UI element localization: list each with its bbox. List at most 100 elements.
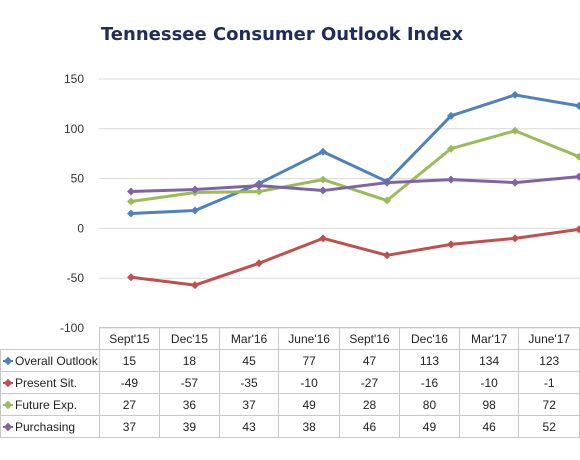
data-label: 37 xyxy=(218,393,280,416)
legend-label: Purchasing xyxy=(15,419,76,434)
legend-label: Present Sit. xyxy=(15,375,78,390)
data-label: 36 xyxy=(159,393,220,416)
data-table: Sept'15 Dec'15 Mar'16 June'16 Sept'16 Dec'16 M… xyxy=(0,327,580,438)
data-label: 46 xyxy=(458,415,520,438)
data-label: -10 xyxy=(278,371,340,394)
data-label: 38 xyxy=(278,415,340,438)
data-label: 47 xyxy=(338,349,401,372)
data-label: 72 xyxy=(518,393,580,416)
table-corner xyxy=(0,327,100,350)
data-label: 28 xyxy=(338,393,401,416)
data-point xyxy=(447,144,455,153)
series-purchasing xyxy=(127,172,580,196)
table-row: Future Exp. 27 36 37 49 28 80 98 72 xyxy=(0,393,580,416)
data-label: 123 xyxy=(518,349,580,372)
series-overall-outlook xyxy=(127,90,580,218)
data-point xyxy=(255,187,263,196)
y-tick-label: 150 xyxy=(64,72,84,86)
data-label: 113 xyxy=(399,349,460,372)
legend-entry-overall-outlook: Overall Outlook xyxy=(0,349,100,372)
data-point xyxy=(447,240,455,249)
data-label: 80 xyxy=(399,393,460,416)
data-label: 49 xyxy=(278,393,340,416)
data-point xyxy=(319,175,327,184)
data-label: 77 xyxy=(278,349,340,372)
data-label: -16 xyxy=(399,371,460,394)
data-label: -35 xyxy=(218,371,280,394)
legend-label: Overall Outlook xyxy=(15,353,98,368)
data-point xyxy=(447,111,455,120)
legend-key-icon xyxy=(3,360,13,363)
series-line-purchasing xyxy=(130,175,580,194)
series-present-sit xyxy=(127,225,580,290)
data-point xyxy=(575,152,580,161)
y-tick-label: 50 xyxy=(71,172,85,186)
data-point xyxy=(319,186,327,195)
data-label: 134 xyxy=(458,349,520,372)
y-tick-label: 100 xyxy=(64,122,84,136)
series-lines xyxy=(127,90,580,290)
data-point xyxy=(383,251,391,260)
data-label: -57 xyxy=(159,371,220,394)
series-line-future-exp xyxy=(130,129,580,203)
data-point xyxy=(575,172,580,181)
x-tick-label: Mar'16 xyxy=(218,327,280,350)
x-tick-label: June'17 xyxy=(518,327,580,350)
x-tick-label: Sept'15 xyxy=(98,327,161,350)
legend-key-icon xyxy=(3,382,13,385)
data-point xyxy=(127,187,135,196)
data-label: -27 xyxy=(338,371,401,394)
x-tick-label: Mar'17 xyxy=(458,327,520,350)
table-row: Present Sit. -49 -57 -35 -10 -27 -16 -10 -1 xyxy=(0,371,580,394)
y-tick-label: 0 xyxy=(77,221,84,235)
data-label: -49 xyxy=(98,371,161,394)
gridlines xyxy=(99,78,580,329)
data-label: 45 xyxy=(218,349,280,372)
y-tick-label: -50 xyxy=(67,271,85,285)
data-point xyxy=(127,209,135,218)
legend-key-icon xyxy=(3,426,13,429)
data-label: 15 xyxy=(98,349,161,372)
legend-label: Future Exp. xyxy=(15,397,78,412)
data-label: 39 xyxy=(159,415,220,438)
data-point xyxy=(447,175,455,184)
legend-key-icon xyxy=(3,404,13,407)
data-point xyxy=(511,178,519,187)
legend-entry-purchasing: Purchasing xyxy=(0,415,100,438)
data-label: 98 xyxy=(458,393,520,416)
data-point xyxy=(255,181,263,190)
data-label: 43 xyxy=(218,415,280,438)
x-tick-label: Dec'15 xyxy=(159,327,220,350)
series-line-present-sit xyxy=(130,227,580,287)
data-point xyxy=(383,178,391,187)
data-point xyxy=(575,225,580,234)
x-tick-label: Dec'16 xyxy=(399,327,460,350)
data-point xyxy=(383,196,391,205)
legend-entry-future-exp: Future Exp. xyxy=(0,393,100,416)
data-point xyxy=(191,185,199,194)
data-label: 46 xyxy=(338,415,401,438)
data-point xyxy=(511,90,519,99)
x-tick-label: Sept'16 xyxy=(338,327,401,350)
data-label: 49 xyxy=(399,415,460,438)
data-label: 52 xyxy=(518,415,580,438)
data-point xyxy=(191,206,199,215)
data-point xyxy=(511,126,519,135)
data-label: -1 xyxy=(518,371,580,394)
table-row: Purchasing 37 39 43 38 46 49 46 52 xyxy=(0,415,580,438)
data-point xyxy=(319,147,327,156)
chart-title: Tennessee Consumer Outlook Index xyxy=(100,24,464,45)
series-line-overall-outlook xyxy=(130,93,580,215)
data-label: -10 xyxy=(458,371,520,394)
legend-entry-present-sit: Present Sit. xyxy=(0,371,100,394)
table-row: Overall Outlook 15 18 45 77 47 113 134 123 xyxy=(0,349,580,372)
data-point xyxy=(191,281,199,290)
data-point xyxy=(127,197,135,206)
data-point xyxy=(255,259,263,268)
data-point xyxy=(127,273,135,282)
x-tick-label: June'16 xyxy=(278,327,340,350)
data-point xyxy=(575,101,580,110)
data-label: 18 xyxy=(159,349,220,372)
